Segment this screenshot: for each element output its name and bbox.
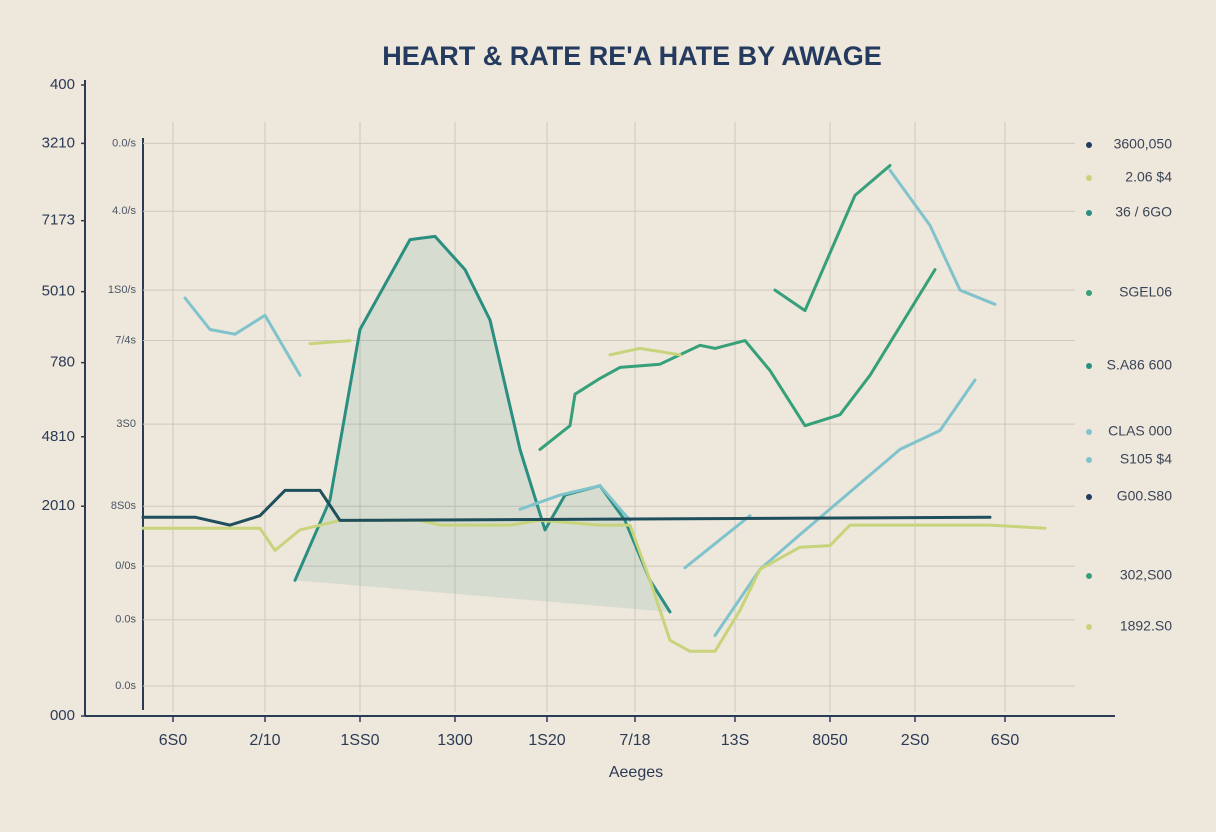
x-tick-label: 1SS0 — [340, 732, 379, 749]
legend-marker — [1086, 457, 1092, 463]
legend-label: S105 $4 — [1120, 451, 1172, 467]
legend-marker — [1086, 210, 1092, 216]
chart-title: HEART & RATE RE'A HATE BY AWAGE — [382, 41, 881, 71]
y-tick-label: 4810 — [42, 428, 75, 445]
y-tick-label: 5010 — [42, 283, 75, 300]
inner-tick-label: 0/0s — [115, 560, 136, 572]
legend-marker — [1086, 429, 1092, 435]
x-tick-label: 1300 — [437, 732, 473, 749]
y-tick-label: 000 — [50, 707, 75, 724]
series-line — [141, 488, 992, 527]
y-tick-label: 2010 — [42, 497, 75, 514]
inner-tick-label: 8S0s — [111, 500, 137, 512]
inner-tick-label: 0.0s — [115, 614, 136, 626]
legend-marker — [1086, 573, 1092, 579]
legend-label: 36 / 6GO — [1115, 204, 1172, 220]
legend-label: SGEL06 — [1119, 284, 1172, 300]
series-line — [141, 339, 1047, 653]
inner-tick-label: 0.0s — [115, 680, 136, 692]
y-tick-label: 780 — [50, 354, 75, 371]
x-tick-label: 7/18 — [619, 732, 650, 749]
legend-marker — [1086, 142, 1092, 148]
legend-marker — [1086, 624, 1092, 630]
x-tick-label: 2/10 — [249, 732, 280, 749]
legend-label: 2.06 $4 — [1125, 169, 1172, 185]
legend-label: S.A86 600 — [1107, 357, 1173, 373]
inner-tick-label: 1S0/s — [108, 284, 137, 296]
inner-tick-label: 0.0/s — [112, 137, 136, 149]
legend-label: 3600,050 — [1114, 136, 1173, 152]
legend-marker — [1086, 494, 1092, 500]
series-line — [183, 168, 997, 637]
x-tick-label: 8050 — [812, 732, 848, 749]
x-tick-label: 6S0 — [159, 732, 188, 749]
legend-label: 1892.S0 — [1120, 618, 1172, 634]
x-tick-label: 2S0 — [901, 732, 930, 749]
x-tick-label: 13S — [721, 732, 749, 749]
legend-marker — [1086, 363, 1092, 369]
legend-label: 302,S00 — [1120, 567, 1172, 583]
x-tick-label: 1S20 — [528, 732, 565, 749]
series-line — [538, 164, 937, 451]
x-axis-label: Aeeges — [609, 764, 663, 781]
x-tick-label: 6S0 — [991, 732, 1020, 749]
legend-label: G00.S80 — [1117, 488, 1172, 504]
inner-tick-label: 7/4s — [115, 334, 136, 346]
legend-marker — [1086, 290, 1092, 296]
inner-tick-label: 3S0 — [116, 418, 136, 430]
series-line — [293, 234, 672, 614]
y-tick-label: 3210 — [42, 134, 75, 151]
y-tick-label: 400 — [50, 76, 75, 93]
legend-label: CLAS 000 — [1108, 423, 1172, 439]
inner-tick-label: 4.0/s — [112, 205, 136, 217]
legend-marker — [1086, 175, 1092, 181]
y-tick-label: 7173 — [42, 212, 75, 229]
